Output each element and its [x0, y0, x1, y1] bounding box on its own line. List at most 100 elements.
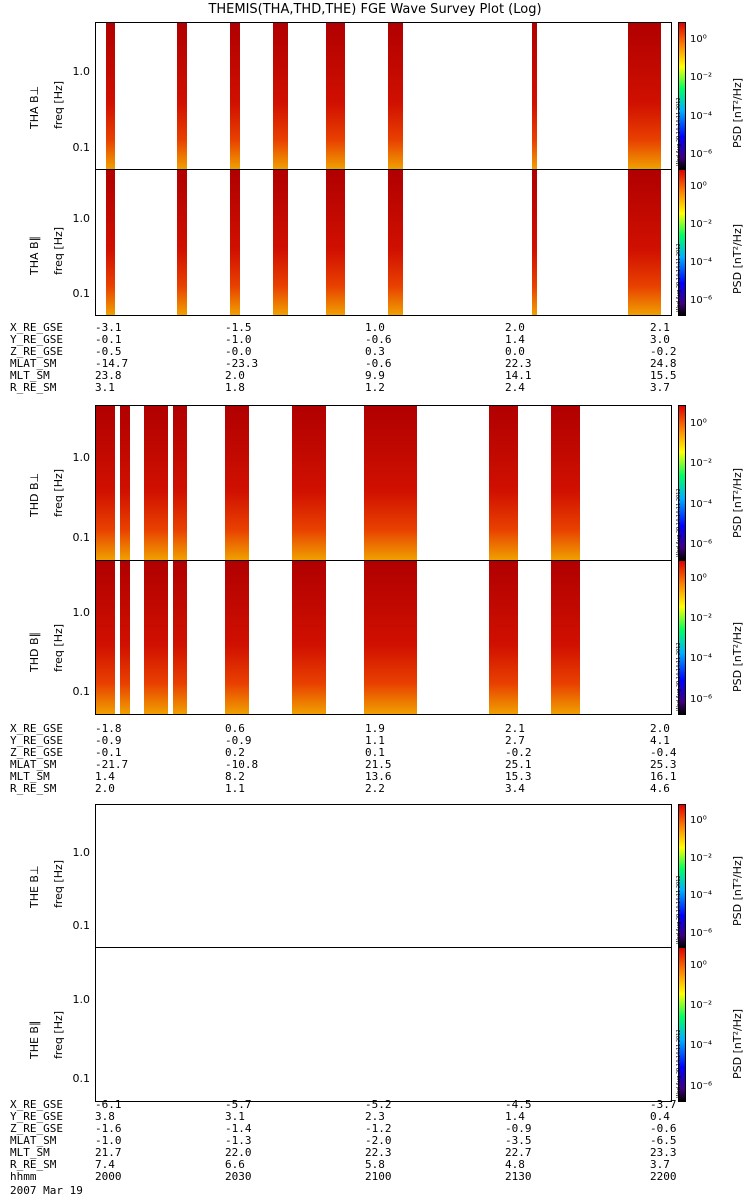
ephemeris-value: 0.3	[365, 345, 385, 358]
ephemeris-label: R_RE_SM	[10, 381, 57, 394]
ephemeris-label: X_RE_GSE	[10, 1098, 63, 1111]
data-interval-band	[105, 23, 116, 169]
data-interval-band	[551, 561, 580, 714]
ephemeris-value: -1.4	[225, 1122, 252, 1135]
data-interval-band	[143, 561, 168, 714]
ephemeris-value: -1.8	[95, 722, 122, 735]
ephemeris-value: 6.6	[225, 1158, 245, 1171]
data-interval-band	[230, 23, 240, 169]
ytick-label: 1.0	[72, 605, 91, 619]
panel-label: THE B⊥	[28, 865, 41, 908]
ephemeris-value: -0.0	[225, 345, 252, 358]
data-interval-band	[532, 170, 537, 315]
timestamp-stamp: Wed Aug 29 14:14:11 2012	[676, 1029, 682, 1098]
ephemeris-value: 2000	[95, 1170, 122, 1183]
ytick-label: 0.1	[72, 530, 91, 544]
colorbar	[678, 169, 686, 316]
data-interval-band	[292, 406, 326, 560]
timestamp-stamp: Wed Aug 29 14:14:11 2012	[676, 97, 682, 166]
ephemeris-value: -0.6	[650, 1122, 677, 1135]
colorbar-label: PSD [nT²/Hz]	[731, 856, 744, 927]
spectrogram-panel	[95, 169, 672, 316]
data-interval-band	[177, 23, 188, 169]
y-axis-label: freq [Hz]	[52, 623, 65, 672]
ephemeris-value: 13.6	[365, 770, 392, 783]
ephemeris-value: -0.1	[95, 746, 122, 759]
ytick-label: 1.0	[72, 845, 91, 859]
ephemeris-value: -10.8	[225, 758, 259, 771]
ephemeris-value: 3.1	[95, 381, 115, 394]
ephemeris-value: 2.0	[225, 369, 245, 382]
ephemeris-label: Y_RE_GSE	[10, 734, 63, 747]
ephemeris-value: -0.6	[365, 357, 392, 370]
colorbar-tick: 10⁻²	[690, 458, 713, 470]
ephemeris-value: -1.3	[225, 1134, 252, 1147]
ephemeris-label: MLT_SM	[10, 1146, 50, 1159]
spectrogram-panel	[95, 804, 672, 948]
ephemeris-value: 2.0	[95, 782, 115, 795]
ephemeris-value: -0.9	[95, 734, 122, 747]
ephemeris-value: 1.9	[365, 722, 385, 735]
ephemeris-value: 2.1	[650, 321, 670, 334]
colorbar-tick: 10⁻⁴	[690, 257, 713, 269]
colorbar-tick: 10⁻⁶	[690, 149, 713, 161]
colorbar	[678, 947, 686, 1102]
data-interval-band	[177, 170, 188, 315]
y-axis-label: freq [Hz]	[52, 1010, 65, 1059]
ephemeris-label: Z_RE_GSE	[10, 746, 63, 759]
panel-label: THD B⊥	[28, 473, 41, 518]
ephemeris-value: 25.3	[650, 758, 677, 771]
ytick-label: 1.0	[72, 451, 91, 465]
ephemeris-value: 2.2	[365, 782, 385, 795]
data-interval-band	[292, 561, 326, 714]
ephemeris-value: 1.8	[225, 381, 245, 394]
colorbar-tick: 10⁻⁴	[690, 653, 713, 665]
y-axis-label: freq [Hz]	[52, 226, 65, 275]
colorbar-label: PSD [nT²/Hz]	[731, 77, 744, 148]
data-interval-band	[225, 561, 250, 714]
data-interval-band	[627, 23, 662, 169]
spectrogram-panel	[95, 405, 672, 561]
ephemeris-value: 21.5	[365, 758, 392, 771]
colorbar-tick: 10⁻⁶	[690, 927, 713, 939]
ephemeris-value: 0.6	[225, 722, 245, 735]
panel-label: THA B∥	[28, 235, 41, 275]
ytick-label: 0.1	[72, 1071, 91, 1085]
data-interval-band	[273, 170, 288, 315]
ephemeris-value: 22.3	[365, 1146, 392, 1159]
data-interval-band	[230, 170, 240, 315]
colorbar-tick: 10⁻⁶	[690, 1080, 713, 1092]
ephemeris-value: -3.1	[95, 321, 122, 334]
ephemeris-value: 22.3	[505, 357, 532, 370]
colorbar-tick: 10⁻⁴	[690, 890, 713, 902]
ephemeris-label: Z_RE_GSE	[10, 345, 63, 358]
data-interval-band	[532, 23, 537, 169]
panel-label: THE B∥	[28, 1020, 41, 1059]
ephemeris-value: -23.3	[225, 357, 259, 370]
ephemeris-value: 4.6	[650, 782, 670, 795]
ephemeris-value: 0.2	[225, 746, 245, 759]
colorbar	[678, 560, 686, 715]
ytick-label: 0.1	[72, 286, 91, 300]
timestamp-stamp: Wed Aug 29 14:14:11 2012	[676, 488, 682, 557]
data-interval-band	[172, 561, 188, 714]
ephemeris-value: 5.8	[365, 1158, 385, 1171]
ephemeris-value: -1.0	[225, 333, 252, 346]
ephemeris-value: 2200	[650, 1170, 677, 1183]
ephemeris-value: -5.7	[225, 1098, 252, 1111]
ephemeris-value: -0.4	[650, 746, 677, 759]
ephemeris-value: 8.2	[225, 770, 245, 783]
ephemeris-value: -6.1	[95, 1098, 122, 1111]
data-interval-band	[488, 561, 518, 714]
ephemeris-value: 2100	[365, 1170, 392, 1183]
colorbar-tick: 10⁻⁶	[690, 693, 713, 705]
ephemeris-label: Z_RE_GSE	[10, 1122, 63, 1135]
spectrogram-panel	[95, 560, 672, 715]
ephemeris-value: 2.3	[365, 1110, 385, 1123]
ephemeris-value: 14.1	[505, 369, 532, 382]
ephemeris-value: 1.1	[225, 782, 245, 795]
ephemeris-value: 0.4	[650, 1110, 670, 1123]
data-interval-band	[488, 406, 518, 560]
ephemeris-value: 2.0	[505, 321, 525, 334]
ephemeris-label: MLT_SM	[10, 770, 50, 783]
